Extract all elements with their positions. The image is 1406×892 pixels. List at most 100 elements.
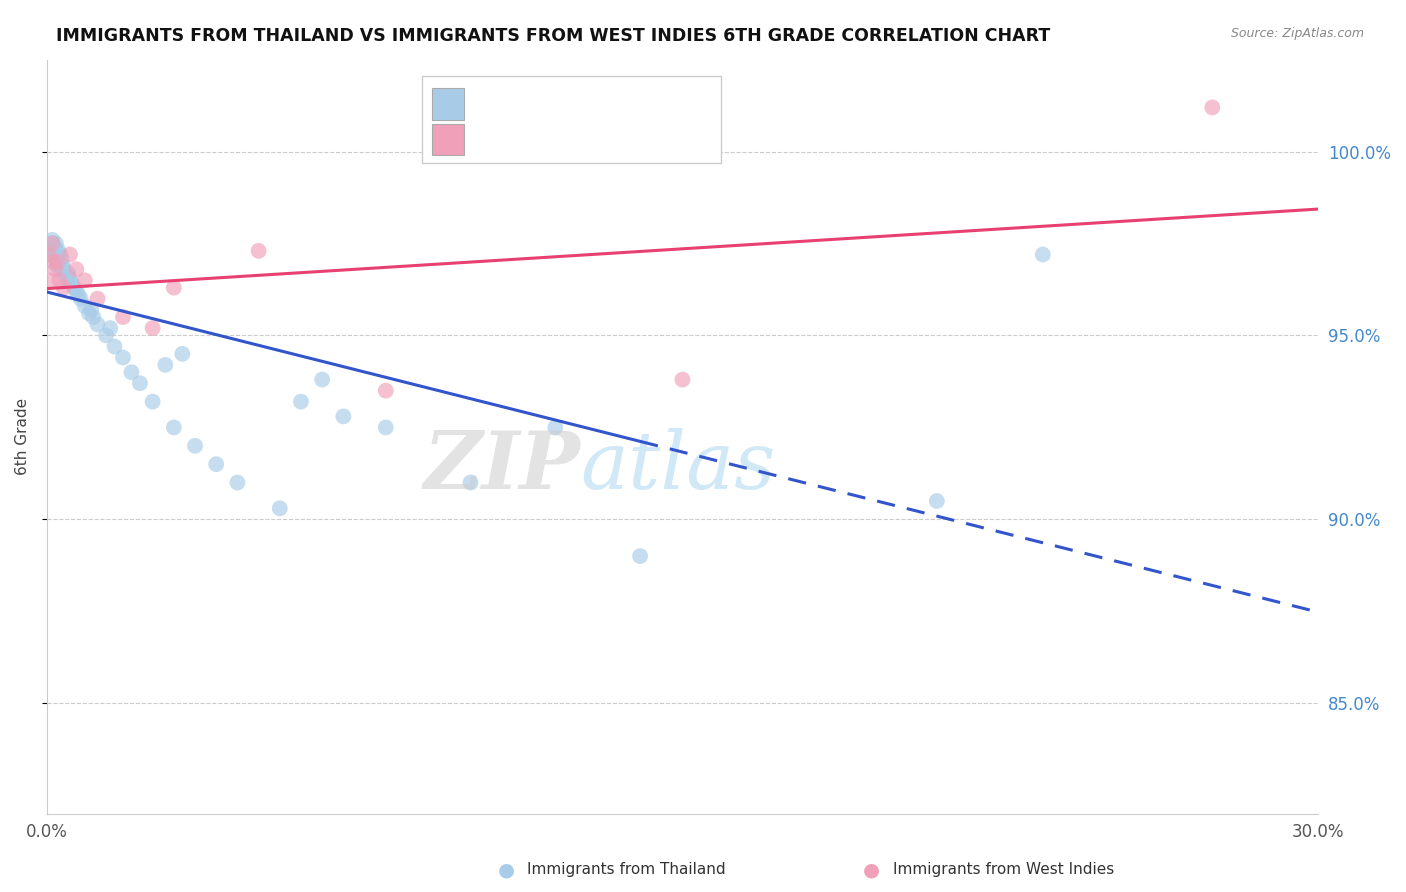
Point bbox=[73, 273, 96, 287]
Point bbox=[67, 288, 90, 302]
Text: 0.511: 0.511 bbox=[540, 126, 598, 144]
Point bbox=[544, 420, 567, 434]
Text: ●: ● bbox=[863, 860, 880, 880]
Point bbox=[374, 420, 396, 434]
Text: ●: ● bbox=[498, 860, 515, 880]
Point bbox=[311, 373, 333, 387]
Text: 0.055: 0.055 bbox=[530, 90, 586, 108]
Point bbox=[103, 339, 125, 353]
Point bbox=[39, 273, 62, 287]
Y-axis label: 6th Grade: 6th Grade bbox=[15, 398, 30, 475]
Point bbox=[48, 244, 70, 258]
Point bbox=[65, 262, 87, 277]
Text: N =: N = bbox=[598, 126, 637, 144]
Point bbox=[39, 247, 62, 261]
Point bbox=[671, 373, 693, 387]
Point bbox=[46, 255, 69, 269]
Text: IMMIGRANTS FROM THAILAND VS IMMIGRANTS FROM WEST INDIES 6TH GRADE CORRELATION CH: IMMIGRANTS FROM THAILAND VS IMMIGRANTS F… bbox=[56, 27, 1050, 45]
Point bbox=[111, 310, 134, 324]
Point bbox=[94, 328, 117, 343]
Point bbox=[628, 549, 651, 563]
Point bbox=[58, 269, 80, 284]
Point bbox=[48, 255, 70, 269]
Point bbox=[45, 236, 67, 251]
Point bbox=[142, 394, 165, 409]
Point bbox=[374, 384, 396, 398]
Point bbox=[41, 233, 63, 247]
Point bbox=[42, 236, 65, 251]
Point bbox=[86, 292, 108, 306]
Point bbox=[49, 247, 72, 261]
Point bbox=[44, 247, 66, 261]
Point bbox=[460, 475, 482, 490]
Point bbox=[163, 420, 186, 434]
Point bbox=[155, 358, 177, 372]
Point bbox=[1032, 247, 1054, 261]
Point bbox=[39, 236, 62, 251]
Point bbox=[49, 262, 72, 277]
Point bbox=[77, 306, 100, 320]
Point bbox=[38, 244, 60, 258]
Point bbox=[332, 409, 354, 424]
Point bbox=[52, 259, 75, 273]
Point bbox=[41, 240, 63, 254]
Point bbox=[38, 247, 60, 261]
Point bbox=[290, 394, 312, 409]
Point bbox=[269, 501, 291, 516]
Point bbox=[98, 321, 121, 335]
Text: R =: R = bbox=[477, 126, 522, 144]
FancyBboxPatch shape bbox=[422, 76, 721, 163]
Point bbox=[44, 262, 66, 277]
Point bbox=[41, 236, 63, 251]
Text: Source: ZipAtlas.com: Source: ZipAtlas.com bbox=[1230, 27, 1364, 40]
Text: 64: 64 bbox=[641, 90, 666, 108]
Point bbox=[45, 244, 67, 258]
Point bbox=[247, 244, 270, 258]
Point bbox=[120, 365, 142, 379]
Point bbox=[42, 255, 65, 269]
Point bbox=[46, 247, 69, 261]
Point bbox=[44, 240, 66, 254]
Point bbox=[51, 251, 73, 265]
Point bbox=[52, 280, 75, 294]
Point bbox=[38, 240, 60, 254]
Point bbox=[142, 321, 165, 335]
Point bbox=[73, 299, 96, 313]
Point bbox=[172, 347, 194, 361]
Text: N =: N = bbox=[598, 90, 637, 108]
Point bbox=[205, 457, 228, 471]
Text: ZIP: ZIP bbox=[423, 428, 581, 506]
Text: atlas: atlas bbox=[581, 428, 776, 506]
Point bbox=[129, 376, 152, 391]
Point bbox=[226, 475, 249, 490]
Point bbox=[925, 494, 948, 508]
Point bbox=[56, 273, 79, 287]
Point bbox=[69, 292, 91, 306]
Text: Immigrants from West Indies: Immigrants from West Indies bbox=[893, 863, 1114, 877]
Point bbox=[1201, 100, 1223, 114]
Point bbox=[55, 269, 77, 284]
Point bbox=[111, 351, 134, 365]
Point bbox=[41, 236, 63, 251]
Point bbox=[59, 273, 82, 287]
Point bbox=[44, 251, 66, 265]
Point bbox=[86, 318, 108, 332]
Point bbox=[63, 280, 86, 294]
Point bbox=[60, 277, 83, 291]
Point bbox=[163, 280, 186, 294]
Text: 19: 19 bbox=[641, 126, 666, 144]
FancyBboxPatch shape bbox=[432, 88, 464, 120]
Point bbox=[65, 285, 87, 299]
Text: Immigrants from Thailand: Immigrants from Thailand bbox=[527, 863, 725, 877]
Point bbox=[46, 251, 69, 265]
Point bbox=[82, 310, 104, 324]
Point bbox=[45, 259, 67, 273]
FancyBboxPatch shape bbox=[432, 124, 464, 155]
Point bbox=[80, 302, 103, 317]
Point bbox=[42, 244, 65, 258]
Point bbox=[56, 266, 79, 280]
Point bbox=[39, 244, 62, 258]
Point bbox=[59, 247, 82, 261]
Text: R =: R = bbox=[477, 90, 516, 108]
Point bbox=[184, 439, 207, 453]
